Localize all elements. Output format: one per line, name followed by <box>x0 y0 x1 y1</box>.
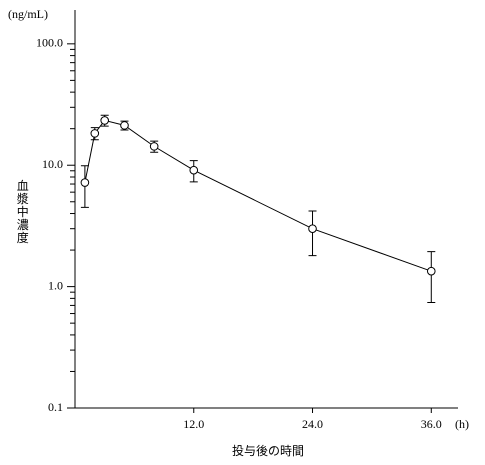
y-unit: (ng/mL) <box>8 7 48 21</box>
data-point <box>189 165 199 175</box>
data-point <box>90 129 100 138</box>
data-line <box>84 119 432 272</box>
error-bar <box>308 210 317 257</box>
data-point <box>120 121 129 130</box>
data-point <box>149 142 159 151</box>
x-tick-label: 12.0 <box>183 417 204 431</box>
y-tick-label: 100.0 <box>36 36 63 50</box>
x-tick-label: 36.0 <box>421 417 442 431</box>
data-point <box>426 266 436 276</box>
y-tick-label: 1.0 <box>48 278 63 292</box>
data-point <box>80 178 90 187</box>
y-axis-label: 血漿中濃度 <box>15 179 29 244</box>
y-tick-label: 0.1 <box>48 400 63 414</box>
y-tick-label: 10.0 <box>42 157 63 171</box>
x-unit: (h) <box>455 417 469 431</box>
data-point <box>100 116 109 125</box>
data-point <box>308 224 317 233</box>
x-tick-label: 24.0 <box>302 417 323 431</box>
error-bar <box>427 251 436 303</box>
x-axis-label: 投与後の時間 <box>232 443 304 458</box>
